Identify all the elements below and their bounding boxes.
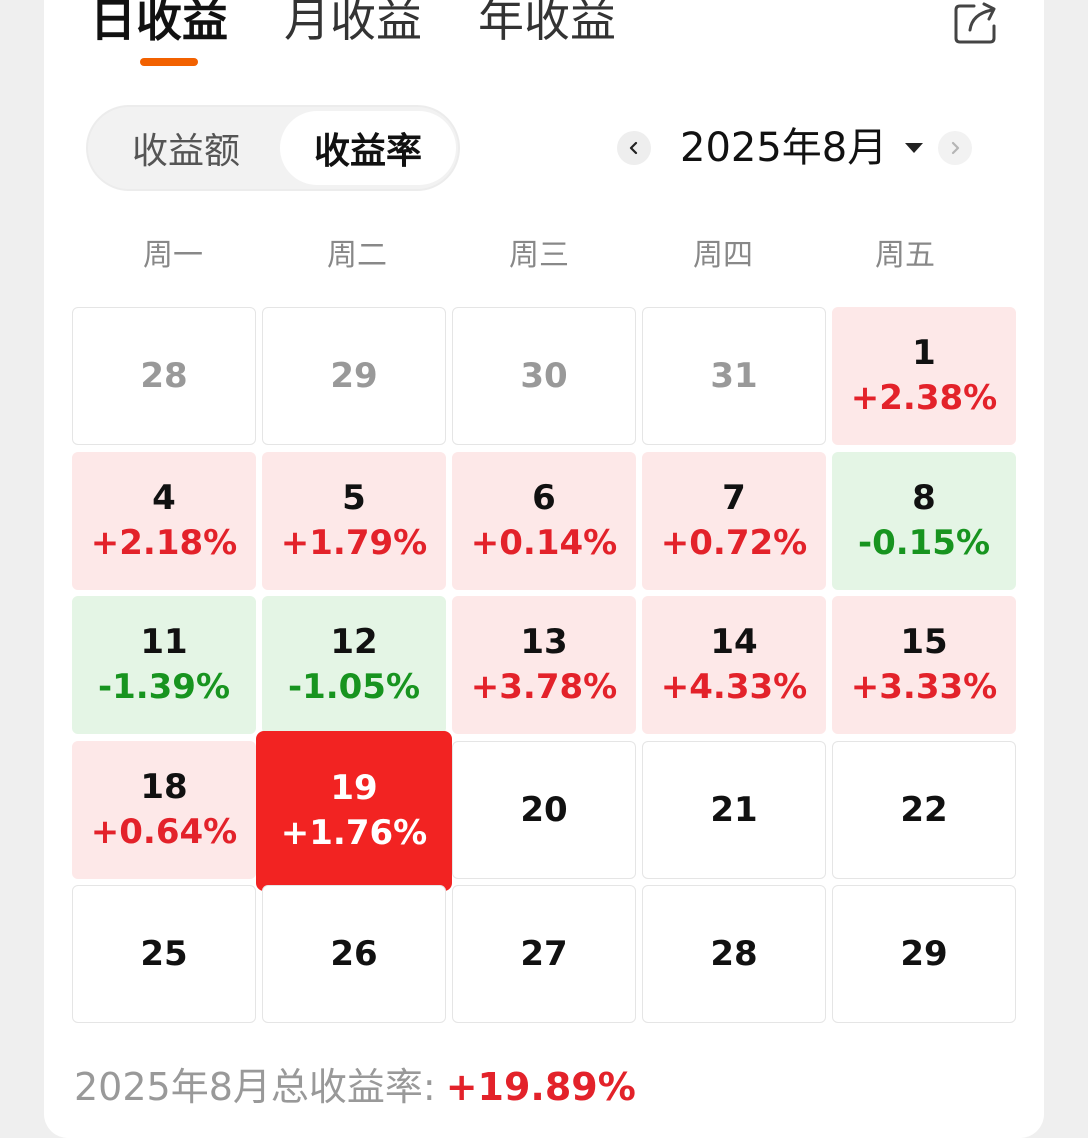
weekday-tue: 周二 bbox=[327, 238, 387, 273]
day-number: 18 bbox=[140, 767, 188, 807]
calendar-day-cell[interactable]: 7 +0.72% bbox=[642, 452, 826, 590]
calendar-day-cell[interactable]: 5 +1.79% bbox=[262, 452, 446, 590]
day-number: 30 bbox=[520, 356, 568, 396]
tab-daily[interactable]: 日收益 bbox=[90, 0, 228, 47]
day-number: 28 bbox=[710, 934, 758, 974]
day-rate: +0.14% bbox=[470, 523, 618, 563]
day-rate: +1.76% bbox=[280, 813, 428, 853]
next-month-button[interactable] bbox=[938, 131, 972, 165]
day-rate: +2.38% bbox=[850, 378, 998, 418]
day-number: 31 bbox=[710, 356, 758, 396]
earnings-tabs: 日收益 月收益 年收益 bbox=[90, 0, 616, 52]
summary-value: +19.89% bbox=[445, 1065, 636, 1109]
day-number: 11 bbox=[140, 622, 188, 662]
month-label-text: 2025年8月 bbox=[680, 125, 888, 171]
day-number: 7 bbox=[722, 478, 746, 518]
calendar-day-cell[interactable]: 18 +0.64% bbox=[72, 741, 256, 879]
weekday-wed: 周三 bbox=[509, 238, 569, 273]
tab-yearly[interactable]: 年收益 bbox=[478, 0, 616, 47]
day-number: 25 bbox=[140, 934, 188, 974]
calendar-day-cell[interactable]: 6 +0.14% bbox=[452, 452, 636, 590]
metric-segmented-control: 收益额 收益率 bbox=[86, 105, 460, 191]
day-rate: +3.78% bbox=[470, 667, 618, 707]
day-rate: -1.39% bbox=[97, 667, 231, 707]
calendar-day-cell[interactable]: 13 +3.78% bbox=[452, 596, 636, 734]
chevron-right-icon bbox=[951, 141, 960, 155]
active-tab-indicator bbox=[140, 58, 198, 66]
earnings-card: 日收益 月收益 年收益 收益额 收益率 2025年8月 周一 周二 周三 周四 … bbox=[44, 0, 1044, 1138]
day-rate: +2.18% bbox=[90, 523, 238, 563]
chevron-left-icon bbox=[629, 141, 638, 155]
calendar-day-cell[interactable]: 22 bbox=[832, 741, 1016, 879]
day-number: 28 bbox=[140, 356, 188, 396]
calendar-day-cell[interactable]: 11 -1.39% bbox=[72, 596, 256, 734]
month-selector[interactable]: 2025年8月 bbox=[680, 122, 924, 174]
day-number: 15 bbox=[900, 622, 948, 662]
day-rate: +0.72% bbox=[660, 523, 808, 563]
calendar-day-cell[interactable]: 28 bbox=[72, 307, 256, 445]
share-icon[interactable] bbox=[952, 0, 1000, 46]
calendar-day-cell[interactable]: 21 bbox=[642, 741, 826, 879]
calendar-day-cell[interactable]: 25 bbox=[72, 885, 256, 1023]
calendar-day-cell[interactable]: 29 bbox=[832, 885, 1016, 1023]
segment-rate[interactable]: 收益率 bbox=[280, 111, 456, 185]
month-summary: 2025年8月总收益率: +19.89% bbox=[74, 1064, 636, 1110]
calendar-day-cell[interactable]: 29 bbox=[262, 307, 446, 445]
weekday-thu: 周四 bbox=[693, 238, 753, 273]
tab-monthly[interactable]: 月收益 bbox=[284, 0, 422, 47]
calendar-day-cell[interactable]: 27 bbox=[452, 885, 636, 1023]
day-number: 5 bbox=[342, 478, 366, 518]
calendar-day-cell[interactable]: 19 +1.76% bbox=[256, 731, 452, 891]
day-number: 20 bbox=[520, 790, 568, 830]
day-number: 22 bbox=[900, 790, 948, 830]
day-number: 6 bbox=[532, 478, 556, 518]
calendar-day-cell[interactable]: 8 -0.15% bbox=[832, 452, 1016, 590]
calendar-day-cell[interactable]: 30 bbox=[452, 307, 636, 445]
calendar-day-cell[interactable]: 15 +3.33% bbox=[832, 596, 1016, 734]
calendar-day-cell[interactable]: 28 bbox=[642, 885, 826, 1023]
day-number: 13 bbox=[520, 622, 568, 662]
calendar-day-cell[interactable]: 12 -1.05% bbox=[262, 596, 446, 734]
day-rate: -1.05% bbox=[287, 667, 421, 707]
prev-month-button[interactable] bbox=[617, 131, 651, 165]
day-number: 29 bbox=[330, 356, 378, 396]
day-number: 14 bbox=[710, 622, 758, 662]
day-number: 19 bbox=[330, 768, 378, 808]
calendar-day-cell[interactable]: 31 bbox=[642, 307, 826, 445]
day-number: 1 bbox=[912, 333, 936, 373]
day-number: 29 bbox=[900, 934, 948, 974]
weekday-mon: 周一 bbox=[143, 238, 203, 273]
calendar-day-cell[interactable]: 14 +4.33% bbox=[642, 596, 826, 734]
day-number: 26 bbox=[330, 934, 378, 974]
day-rate: +4.33% bbox=[660, 667, 808, 707]
calendar-day-cell[interactable]: 20 bbox=[452, 741, 636, 879]
day-rate: +0.64% bbox=[90, 812, 238, 852]
day-number: 4 bbox=[152, 478, 176, 518]
day-number: 27 bbox=[520, 934, 568, 974]
day-number: 21 bbox=[710, 790, 758, 830]
caret-down-icon bbox=[905, 143, 924, 153]
day-number: 12 bbox=[330, 622, 378, 662]
day-rate: +1.79% bbox=[280, 523, 428, 563]
summary-label: 2025年8月总收益率: bbox=[74, 1065, 436, 1109]
weekday-fri: 周五 bbox=[875, 238, 935, 273]
day-rate: -0.15% bbox=[857, 523, 991, 563]
calendar-day-cell[interactable]: 1 +2.38% bbox=[832, 307, 1016, 445]
calendar-day-cell[interactable]: 26 bbox=[262, 885, 446, 1023]
day-rate: +3.33% bbox=[850, 667, 998, 707]
calendar-day-cell[interactable]: 4 +2.18% bbox=[72, 452, 256, 590]
day-number: 8 bbox=[912, 478, 936, 518]
segment-amount[interactable]: 收益额 bbox=[131, 131, 240, 172]
